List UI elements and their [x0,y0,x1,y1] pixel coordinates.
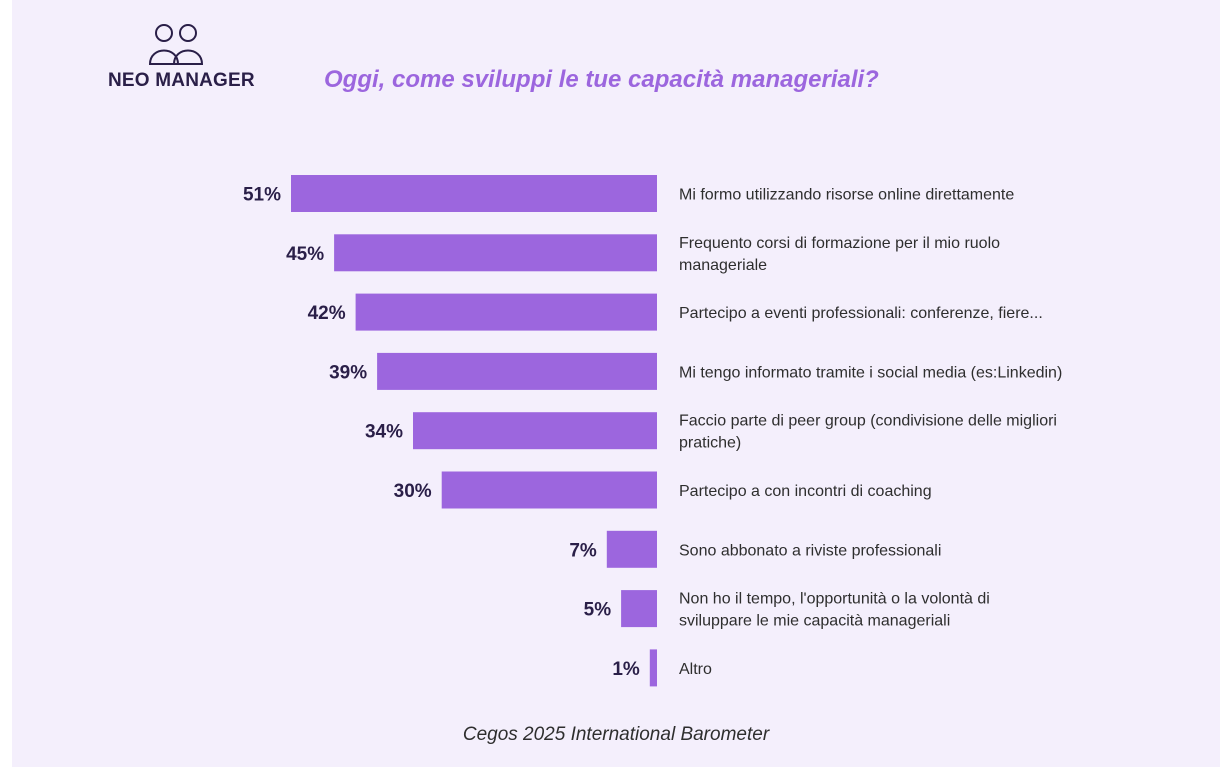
bar-8 [621,590,657,628]
value-label-3: 42% [308,303,346,324]
bar-4 [377,352,657,390]
category-label-1: Mi formo utilizzando risorse online dire… [679,187,1014,204]
logo: NEO MANAGER [108,22,258,94]
value-label-9: 1% [612,659,640,680]
category-label-4: Mi tengo informato tramite i social medi… [679,364,1062,381]
source-note: Cegos 2025 International Barometer [462,724,770,745]
category-label-2: Frequento corsi di formazione per il mio… [679,235,1000,274]
bar-chart: 51% Mi formo utilizzando risorse online d… [243,175,1062,687]
bar-6 [441,471,657,509]
bar-5 [413,412,657,450]
bar-1 [291,175,657,212]
value-label-2: 45% [286,244,324,265]
bar-9 [649,649,657,687]
value-label-7: 7% [569,540,597,561]
value-label-6: 30% [394,481,432,502]
category-label-3: Partecipo a eventi professionali: confer… [679,305,1043,322]
category-label-6: Partecipo a con incontri di coaching [679,483,932,500]
chart-title: Oggi, come sviluppi le tue capacità mana… [324,66,879,93]
chart-canvas: NEO MANAGER Oggi, come sviluppi le tue c… [12,0,1220,767]
bar-3 [355,293,657,331]
logo-text: NEO MANAGER [108,70,255,91]
two-people-icon [148,24,204,65]
category-label-9: Altro [679,661,712,678]
value-label-1: 51% [243,185,281,206]
category-label-7: Sono abbonato a riviste professionali [679,542,941,559]
bar-2 [334,234,657,272]
bar-7 [606,530,657,568]
category-label-8: Non ho il tempo, l'opportunità o la volo… [679,591,990,630]
category-label-5: Faccio parte di peer group (condivisione… [679,413,1057,452]
value-label-5: 34% [365,422,403,443]
value-label-4: 39% [329,362,367,383]
value-label-8: 5% [584,600,612,621]
